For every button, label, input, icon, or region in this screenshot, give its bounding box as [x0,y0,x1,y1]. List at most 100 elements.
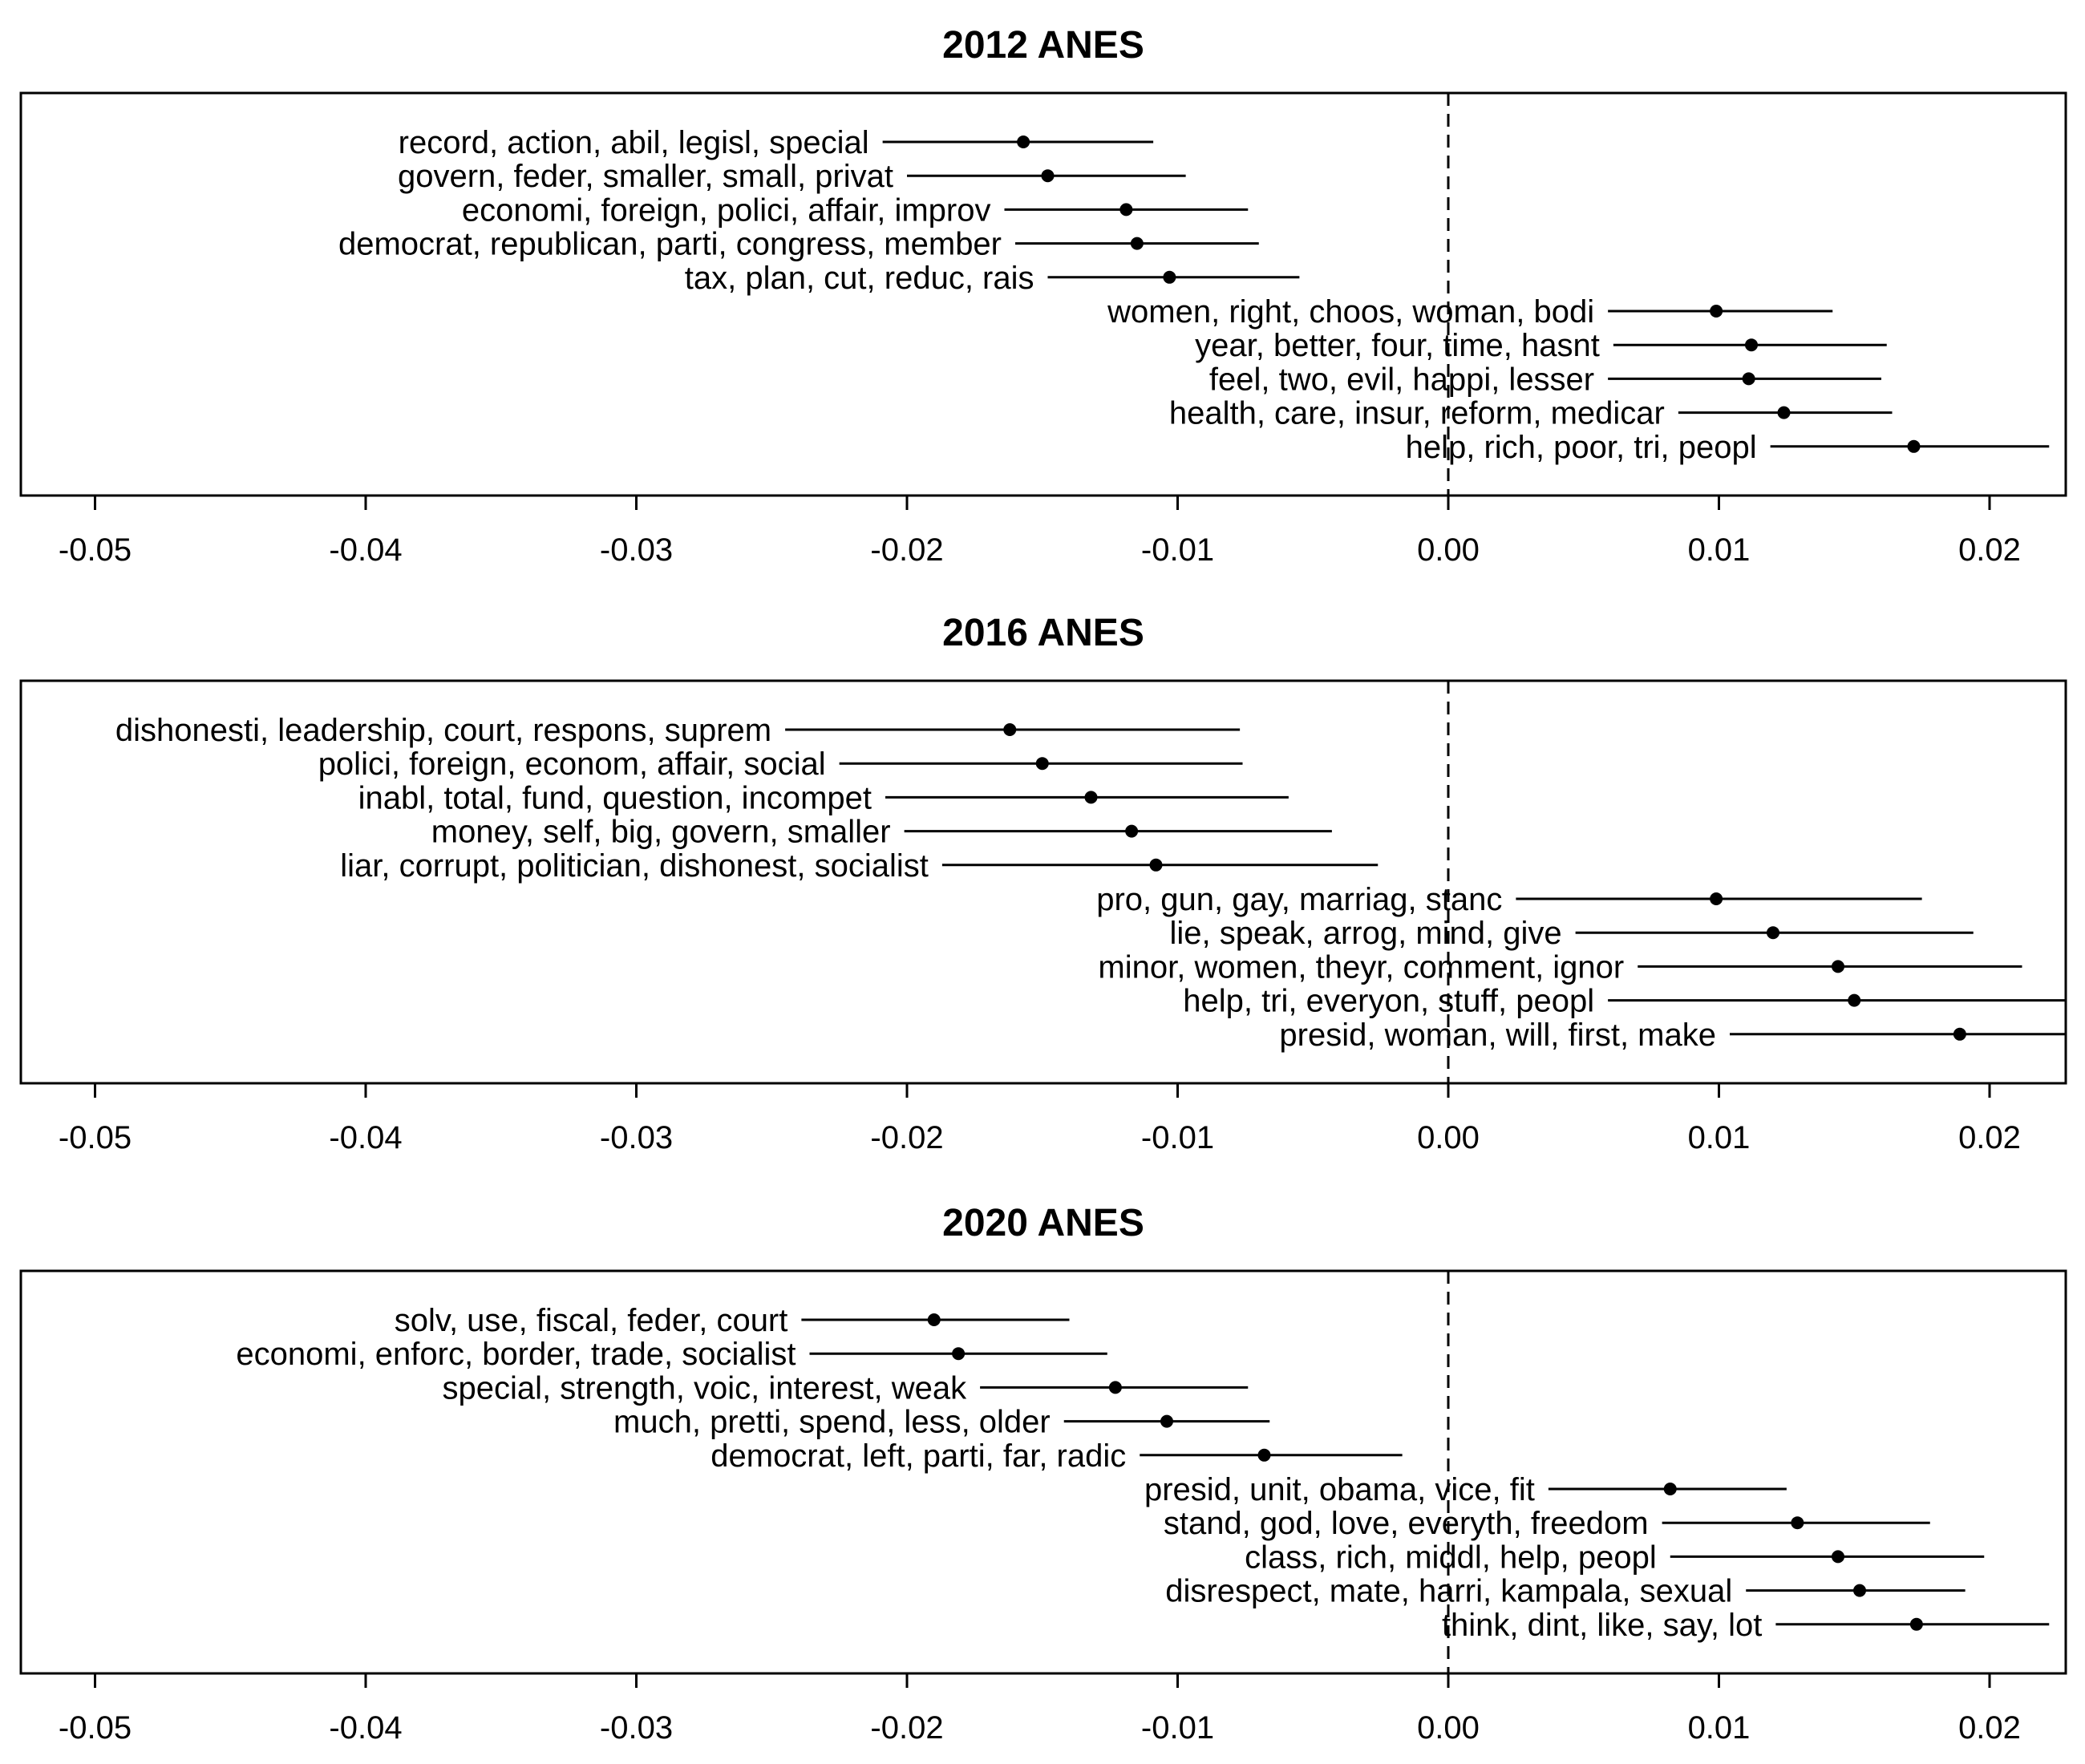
estimate-row [801,1313,1070,1326]
term-label: much, pretti, spend, less, older [613,1405,1051,1440]
plot-frame [19,1269,2067,1675]
point-estimate [1710,305,1723,318]
estimate-row [1063,1414,1270,1428]
term-label: govern, feder, smaller, small, privat [398,159,893,194]
term-label: inabl, total, fund, question, incompet [358,780,872,815]
point-estimate [1848,993,1861,1007]
point-estimate [952,1347,966,1361]
x-tick-label: -0.01 [1141,1710,1214,1746]
point-estimate [1909,1617,1923,1631]
x-tick-label: -0.02 [870,1710,943,1746]
x-tick-label: 0.01 [1688,1120,1751,1155]
point-estimate [1742,372,1755,386]
term-label: health, care, insur, reform, medicar [1169,396,1665,431]
estimate-row [1575,926,1974,940]
term-label: presid, woman, will, first, make [1279,1018,1716,1053]
panel-title: 2020 ANES [942,1202,1144,1244]
term-label: record, action, abil, legisl, special [399,125,869,160]
term-label: dishonesti, leadership, court, respons, … [115,713,771,748]
estimate-row [785,723,1241,736]
estimate-row [1548,1483,1787,1495]
estimate-row [1670,1550,1985,1564]
x-tick-label: -0.01 [1141,532,1214,568]
x-tick-label: 0.02 [1958,532,2021,568]
x-tick-label: -0.03 [600,532,673,568]
estimate-row [885,791,1289,804]
estimate-row [1770,439,2050,453]
x-tick-label: -0.04 [329,532,402,568]
estimate-row [839,757,1243,771]
estimate-row [1775,1617,2050,1631]
estimate-row [882,136,1154,148]
estimate-row [1730,1027,2066,1041]
x-tick-label: -0.05 [59,1120,132,1155]
point-estimate [1163,270,1176,284]
point-estimate [1108,1381,1122,1394]
estimate-row [1140,1448,1403,1462]
estimate-row [980,1381,1249,1394]
x-tick-label: 0.00 [1417,532,1480,568]
term-label: economi, enforc, border, trade, socialis… [236,1337,796,1372]
term-label: feel, two, evil, happi, lesser [1209,362,1594,397]
x-tick-label: 0.00 [1417,1120,1480,1155]
term-label: special, strength, voic, interest, weak [442,1370,967,1406]
term-label: presid, unit, obama, vice, fit [1144,1472,1535,1507]
plot-frame [19,91,2067,497]
x-tick-label: 0.02 [1958,1710,2021,1746]
point-estimate [1832,960,1844,973]
point-estimate [1767,926,1779,940]
estimate-row [809,1347,1107,1361]
estimate-row [1608,993,2066,1007]
x-tick-label: -0.03 [600,1710,673,1746]
panel-1: 2012 ANES -0.05 -0.04 -0.03 -0.02 -0.01 0.00 0.… [19,24,2067,568]
point-estimate [1041,169,1055,183]
point-estimate [1035,757,1049,771]
point-estimate [1149,858,1163,872]
point-estimate [1791,1516,1804,1530]
x-tick-label: -0.02 [870,1120,943,1155]
estimate-row [1047,270,1300,284]
point-estimate [1777,406,1791,419]
estimate-row [1638,960,2022,973]
estimate-row [1613,338,1887,352]
term-label: stand, god, love, everyth, freedom [1164,1506,1649,1541]
point-estimate [1907,439,1921,453]
term-label: pro, gun, gay, marriag, stanc [1096,882,1502,917]
x-tick-label: -0.05 [59,1710,132,1746]
term-label: think, dint, like, say, lot [1442,1608,1762,1643]
term-label: money, self, big, govern, smaller [431,815,891,850]
panel-3: 2020 ANES -0.05 -0.04 -0.03 -0.02 -0.01 0.00 0.… [19,1202,2067,1746]
estimate-row [1608,305,1833,318]
point-estimate [1003,723,1017,736]
estimate-row [907,169,1186,183]
point-estimate [1663,1483,1677,1495]
estimate-row [1516,892,1922,905]
term-label: year, better, four, time, hasnt [1195,328,1600,363]
x-tick-label: -0.03 [600,1120,673,1155]
point-estimate [1710,892,1723,905]
point-estimate [1125,824,1139,838]
x-tick-label: -0.01 [1141,1120,1214,1155]
term-label: class, rich, middl, help, peopl [1245,1539,1657,1575]
point-estimate [1853,1584,1866,1597]
term-label: tax, plan, cut, reduc, rais [685,261,1034,296]
estimate-row [1004,203,1249,216]
point-estimate [927,1313,941,1326]
estimate-row [1662,1516,1930,1530]
panel-2: 2016 ANES -0.05 -0.04 -0.03 -0.02 -0.01 0.00 0.… [19,612,2067,1155]
term-label: women, right, choos, woman, bodi [1107,294,1594,330]
plot-frame [19,679,2067,1085]
term-label: lie, speak, arrog, mind, give [1170,916,1562,951]
point-estimate [1084,791,1098,804]
point-estimate [1953,1027,1966,1041]
point-estimate [1160,1414,1173,1428]
estimate-row [1678,406,1893,419]
term-label: democrat, left, parti, far, radic [711,1438,1126,1474]
point-estimate [1119,203,1133,216]
x-tick-label: -0.02 [870,532,943,568]
point-estimate [1832,1550,1844,1564]
x-tick-label: 0.02 [1958,1120,2021,1155]
term-label: help, tri, everyon, stuff, peopl [1183,984,1594,1019]
x-tick-label: 0.00 [1417,1710,1480,1746]
